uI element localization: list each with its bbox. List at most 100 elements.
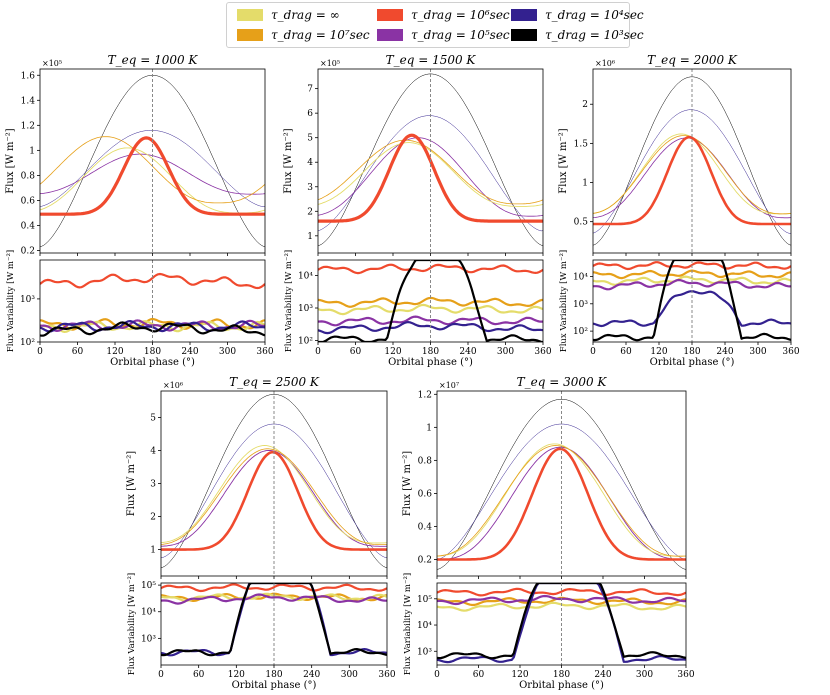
axis-multiplier: ×10⁵ — [320, 59, 340, 68]
chart-0: 0.2 0.4 0.6 0.8 1 1.2 1.4 1.6 T_eq = 1000 K ×10⁵ F… — [5, 53, 266, 256]
series-line-5 — [593, 260, 791, 342]
axis-multiplier: ×10⁷ — [439, 381, 459, 390]
x-axis-label: Orbital phase (°) — [232, 680, 317, 691]
y-tick-label: 1 — [426, 423, 432, 433]
y-tick-label: 1 — [307, 232, 313, 242]
x-tick-label: 60 — [473, 670, 485, 680]
chart-4: 0.5 1 1.5 2 T_eq = 2000 K ×10⁶ Flux [W m⁻²] — [558, 53, 792, 256]
y-tick-label: 3 — [307, 183, 313, 193]
y-tick-label: 10⁴ — [417, 621, 432, 631]
x-tick-label: 300 — [497, 347, 514, 357]
chart-3: 0 60 120 180 240 300 360 10² 10³ 10⁴ Orbital phase… — [284, 250, 552, 368]
x-tick-label: 0 — [37, 347, 43, 357]
series-line-0 — [161, 583, 387, 593]
y-tick-label: 0.6 — [418, 489, 433, 499]
series-line-5 — [161, 583, 387, 657]
chart-1: 0 60 120 180 240 300 360 10² 10³ Orbital phase (°… — [6, 250, 274, 368]
y-tick-label: 10⁴ — [141, 608, 156, 618]
y-tick-label: 10⁵ — [141, 581, 156, 591]
chart-title: T_eq = 3000 K — [517, 375, 608, 389]
y-tick-label: 4 — [307, 158, 313, 168]
x-tick-label: 0 — [434, 670, 440, 680]
legend-swatch — [377, 29, 403, 41]
legend-item-tau_1e7: τ_drag = 10⁷sec — [237, 28, 370, 42]
series-line-3 — [161, 593, 387, 605]
x-tick-label: 180 — [683, 347, 700, 357]
y-axis-label: Flux Variability [W m⁻²] — [403, 573, 413, 675]
legend-label: τ_drag = 10⁵sec — [411, 28, 510, 42]
axis-multiplier: ×10⁶ — [595, 59, 615, 68]
legend-swatch — [377, 9, 403, 21]
y-tick-label: 0.2 — [418, 555, 432, 565]
series-line-3 — [437, 443, 686, 557]
x-tick-label: 300 — [219, 347, 236, 357]
x-tick-label: 120 — [511, 670, 528, 680]
x-axis-label: Orbital phase (°) — [650, 357, 735, 368]
y-tick-label: 5 — [307, 134, 313, 144]
x-tick-label: 60 — [72, 347, 84, 357]
chart-title: T_eq = 2000 K — [647, 53, 738, 67]
chart-5: 0 60 120 180 240 300 360 10² 10³ 10⁴ Orbital phase… — [559, 250, 800, 368]
y-axis-label: Flux Variability [W m⁻²] — [284, 250, 294, 352]
x-tick-label: 0 — [590, 347, 596, 357]
y-tick-label: 1.4 — [21, 96, 36, 106]
y-tick-label: 10³ — [298, 304, 313, 314]
series-line-0 — [437, 399, 686, 570]
y-tick-label: 0.6 — [21, 196, 36, 206]
x-tick-label: 0 — [315, 347, 321, 357]
chart-title: T_eq = 2500 K — [229, 375, 320, 389]
x-axis-label: Orbital phase (°) — [519, 680, 604, 691]
x-tick-label: 360 — [378, 670, 395, 680]
y-tick-label: 2 — [582, 100, 588, 110]
y-axis-label: Flux [W m⁻²] — [5, 128, 16, 194]
series-line-5 — [593, 135, 791, 226]
x-tick-label: 360 — [534, 347, 551, 357]
x-tick-label: 300 — [636, 670, 653, 680]
x-tick-label: 240 — [459, 347, 476, 357]
y-tick-label: 0.4 — [21, 221, 36, 231]
x-tick-label: 180 — [553, 670, 570, 680]
y-tick-label: 3 — [150, 480, 156, 490]
x-tick-label: 120 — [228, 670, 245, 680]
y-tick-label: 7 — [307, 85, 313, 95]
series-line-5 — [318, 260, 543, 342]
chart-2: 1 2 3 4 5 6 7 T_eq = 1500 K ×10⁵ Flux [W m⁻²] — [283, 53, 544, 256]
series-line-0 — [161, 394, 387, 568]
y-tick-label: 1.5 — [574, 139, 589, 149]
y-tick-label: 1 — [29, 146, 35, 156]
x-tick-label: 180 — [265, 670, 282, 680]
legend-swatch — [237, 29, 263, 41]
chart-8: 0.2 0.4 0.6 0.8 1 1.2 T_eq = 3000 K ×10⁷ Flux [W… — [402, 375, 687, 579]
y-tick-label: 1.6 — [21, 71, 36, 81]
y-tick-label: 10² — [573, 327, 588, 337]
series-line-5 — [318, 133, 543, 223]
axis-multiplier: ×10⁶ — [163, 381, 183, 390]
y-tick-label: 1.2 — [21, 121, 35, 131]
y-tick-label: 0.5 — [574, 218, 589, 228]
y-axis-label: Flux Variability [W m⁻²] — [559, 250, 569, 352]
y-tick-label: 0.4 — [418, 522, 433, 532]
series-line-3 — [40, 147, 265, 214]
y-tick-label: 0.8 — [21, 171, 36, 181]
y-tick-label: 10³ — [573, 300, 588, 310]
legend-label: τ_drag = 10⁶sec — [411, 8, 510, 22]
series-line-0 — [437, 587, 686, 597]
legend: τ_drag = ∞ τ_drag = 10⁷sec τ_drag = 10⁶sec… — [226, 2, 644, 48]
x-tick-label: 180 — [422, 347, 439, 357]
y-axis-label: Flux Variability [W m⁻²] — [6, 250, 16, 352]
y-axis-label: Flux [W m⁻²] — [558, 128, 569, 194]
legend-swatch — [511, 9, 537, 21]
y-tick-label: 2 — [307, 207, 313, 217]
series-line-2 — [593, 275, 791, 286]
series-line-0 — [318, 73, 543, 246]
x-tick-label: 0 — [158, 670, 164, 680]
x-tick-label: 360 — [256, 347, 273, 357]
y-tick-label: 6 — [307, 109, 313, 119]
x-tick-label: 240 — [594, 670, 611, 680]
y-tick-label: 10³ — [20, 295, 35, 305]
x-tick-label: 240 — [716, 347, 733, 357]
y-tick-label: 4 — [150, 446, 156, 456]
x-tick-label: 120 — [106, 347, 123, 357]
x-tick-label: 180 — [144, 347, 161, 357]
